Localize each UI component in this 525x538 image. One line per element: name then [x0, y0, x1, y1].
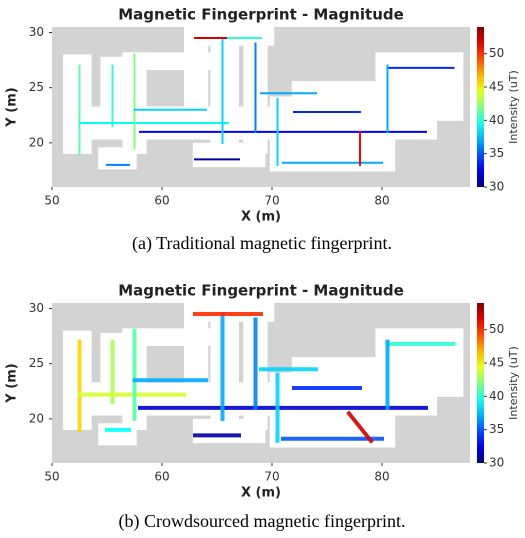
corridor	[192, 418, 266, 444]
corridor	[98, 423, 137, 446]
trace	[346, 410, 374, 444]
y-tick-label: 25	[29, 356, 44, 370]
y-tick-label: 20	[29, 411, 44, 425]
colorbar-tick-label: 40	[489, 113, 504, 127]
colorbar-tick-label: 50	[489, 322, 504, 336]
x-tick-label: 80	[374, 470, 389, 484]
colorbar-label: Intensity (uT)	[507, 346, 520, 420]
y-axis-label: Y (m)	[5, 363, 20, 403]
y-tick-label: 20	[29, 135, 44, 149]
colorbar-tick-label: 40	[489, 389, 504, 403]
corridor	[98, 147, 137, 170]
colorbar-tick-label: 45	[489, 80, 504, 94]
corridor	[375, 328, 464, 397]
x-tick-label: 50	[44, 470, 59, 484]
colorbar-tick-label: 50	[489, 46, 504, 60]
chart-title: Magnetic Fingerprint - Magnitude	[118, 282, 404, 300]
corridor	[210, 305, 239, 419]
caption: (a) Traditional magnetic fingerprint.	[132, 233, 392, 254]
colorbar-tick-label: 30	[489, 456, 504, 470]
colorbar-tick-label: 30	[489, 180, 504, 194]
colorbar-tick-label: 35	[489, 422, 504, 436]
chart: Magnetic Fingerprint - Magnitude X (m) Y (…	[5, 282, 521, 501]
colorbar-tick-label: 45	[489, 356, 504, 370]
chart: Magnetic Fingerprint - Magnitude X (m) Y (…	[5, 6, 521, 225]
x-tick-label: 60	[154, 194, 169, 208]
x-tick-label: 80	[374, 194, 389, 208]
colorbar	[477, 27, 484, 187]
colorbar-label: Intensity (uT)	[507, 70, 520, 144]
x-axis-label: X (m)	[241, 210, 281, 225]
colorbar	[477, 303, 484, 463]
caption: (b) Crowdsourced magnetic fingerprint.	[119, 511, 406, 532]
corridor	[192, 142, 266, 168]
y-tick-label: 30	[29, 301, 44, 315]
corridor	[375, 52, 464, 121]
y-tick-label: 25	[29, 80, 44, 94]
x-tick-label: 50	[44, 194, 59, 208]
corridor	[210, 29, 239, 143]
x-tick-label: 70	[264, 194, 279, 208]
colorbar-tick-label: 35	[489, 146, 504, 160]
y-axis-label: Y (m)	[5, 87, 20, 127]
x-tick-label: 60	[154, 470, 169, 484]
chart-title: Magnetic Fingerprint - Magnitude	[118, 6, 404, 24]
x-axis-label: X (m)	[241, 486, 281, 501]
y-tick-label: 30	[29, 25, 44, 39]
x-tick-label: 70	[264, 470, 279, 484]
